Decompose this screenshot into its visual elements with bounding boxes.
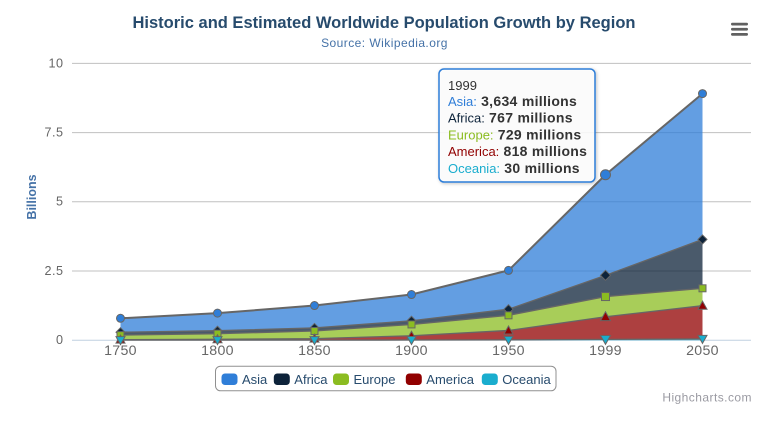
- svg-text:Highcharts.com: Highcharts.com: [662, 391, 752, 405]
- svg-text:Africa: 767 millions: Africa: 767 millions: [448, 110, 573, 126]
- svg-text:1999: 1999: [448, 78, 477, 93]
- svg-text:America: America: [426, 372, 474, 387]
- svg-text:Europe: Europe: [354, 372, 396, 387]
- svg-text:Source: Wikipedia.org: Source: Wikipedia.org: [321, 36, 448, 50]
- svg-text:Asia: 3,634 millions: Asia: 3,634 millions: [448, 93, 577, 109]
- svg-text:0: 0: [56, 333, 64, 347]
- svg-text:Billions: Billions: [25, 174, 39, 219]
- svg-text:Europe: 729 millions: Europe: 729 millions: [448, 126, 581, 142]
- svg-text:1800: 1800: [201, 343, 234, 359]
- svg-text:1900: 1900: [395, 343, 428, 359]
- svg-text:1999: 1999: [589, 343, 622, 359]
- svg-text:America: 818 millions: America: 818 millions: [448, 143, 587, 159]
- svg-text:Asia: Asia: [242, 372, 268, 387]
- svg-text:Oceania: 30 millions: Oceania: 30 millions: [448, 160, 580, 176]
- svg-text:Historic and Estimated Worldwi: Historic and Estimated Worldwide Populat…: [133, 14, 636, 32]
- svg-text:Oceania: Oceania: [502, 372, 551, 387]
- svg-text:Africa: Africa: [294, 372, 328, 387]
- svg-text:2050: 2050: [686, 343, 719, 359]
- svg-text:10: 10: [48, 56, 63, 70]
- svg-text:1850: 1850: [298, 343, 331, 359]
- svg-text:1750: 1750: [104, 343, 137, 359]
- svg-text:7.5: 7.5: [44, 126, 63, 140]
- svg-text:5: 5: [56, 195, 64, 209]
- svg-text:1950: 1950: [492, 343, 525, 359]
- svg-text:2.5: 2.5: [44, 264, 63, 278]
